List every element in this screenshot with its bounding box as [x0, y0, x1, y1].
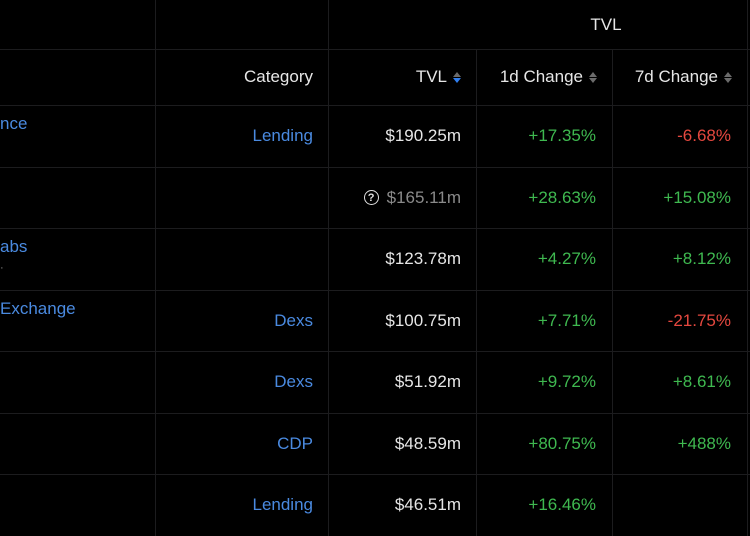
category-link[interactable]: Dexs	[274, 310, 313, 330]
tvl-value: $165.11m	[386, 187, 461, 207]
change-1d-value: +4.27%	[537, 249, 596, 268]
change-1d-value: +28.63%	[528, 187, 596, 207]
category-link[interactable]: Lending	[252, 495, 313, 514]
change-7d-value: +15.08%	[663, 187, 731, 207]
change-7d-value: -6.68%	[677, 126, 731, 145]
row-divider	[0, 228, 750, 229]
header-category: Category	[155, 49, 313, 105]
column-divider	[747, 0, 748, 536]
header-7d-change[interactable]: 7d Change	[612, 49, 732, 105]
header-tvl-label[interactable]: TVL	[415, 67, 447, 86]
help-circle-icon[interactable]: ?	[363, 190, 379, 205]
change-7d-value: +488%	[677, 433, 731, 453]
row-divider	[0, 290, 750, 291]
tvl-value: $190.25m	[385, 126, 461, 145]
sort-descending-icon[interactable]	[453, 71, 461, 83]
category-link[interactable]: Dexs	[274, 372, 313, 391]
header-7d-change-label[interactable]: 7d Change	[634, 67, 718, 86]
row-divider	[0, 105, 750, 106]
category-link[interactable]: Lending	[252, 126, 313, 145]
tvl-value: $48.59m	[394, 433, 461, 453]
column-divider	[328, 0, 329, 536]
header-tvl[interactable]: TVL	[328, 49, 461, 105]
tvl-value: $100.75m	[385, 310, 461, 330]
change-7d-value: -21.75%	[667, 310, 731, 330]
change-1d-value: +7.71%	[537, 310, 596, 330]
change-7d-value: +8.61%	[672, 372, 731, 391]
change-1d-value: +9.72%	[537, 372, 596, 391]
tvl-value: $51.92m	[394, 372, 461, 391]
row-divider	[0, 49, 750, 50]
column-divider	[612, 49, 613, 536]
change-7d-value: +8.12%	[672, 249, 731, 268]
sort-icon[interactable]	[589, 71, 597, 83]
row-divider	[0, 474, 750, 475]
change-1d-value: +80.75%	[528, 433, 596, 453]
header-1d-change-label[interactable]: 1d Change	[499, 67, 583, 86]
category-link[interactable]: CDP	[277, 433, 313, 453]
column-divider	[155, 0, 156, 536]
protocol-name-link[interactable]: Exchange	[0, 299, 76, 318]
column-divider	[476, 49, 477, 536]
tvl-group-header: TVL	[590, 14, 622, 34]
change-1d-value: +17.35%	[528, 126, 596, 145]
header-1d-change[interactable]: 1d Change	[476, 49, 597, 105]
protocol-name-link[interactable]: abs	[0, 237, 28, 256]
row-divider	[0, 413, 750, 414]
row-divider	[0, 167, 750, 168]
change-1d-value: +16.46%	[528, 495, 596, 514]
header-category-label: Category	[244, 67, 313, 86]
row-divider	[0, 351, 750, 352]
sort-icon[interactable]	[724, 71, 732, 83]
protocol-subtext: ·	[0, 262, 4, 274]
tvl-value: $46.51m	[394, 495, 461, 514]
protocol-name-link[interactable]: nce	[0, 114, 28, 133]
tvl-value: $123.78m	[385, 249, 461, 268]
